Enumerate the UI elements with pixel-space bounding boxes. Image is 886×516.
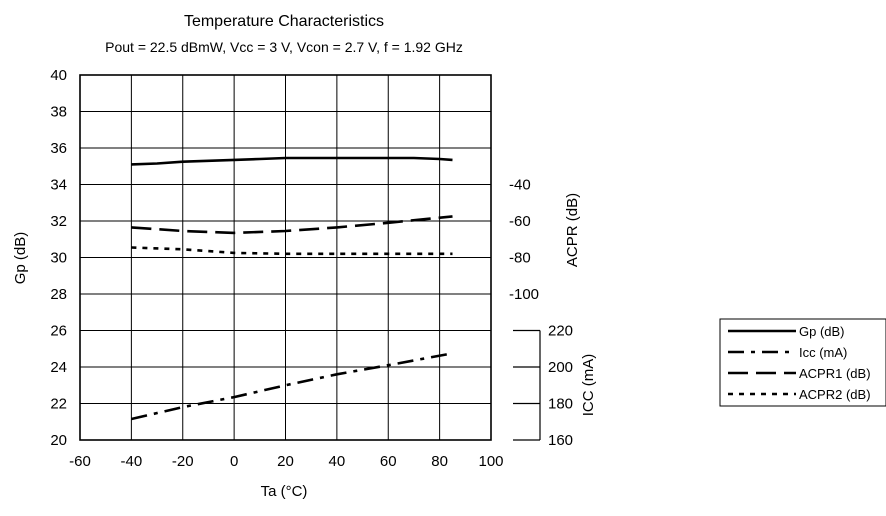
grid-lines [79,74,492,441]
y-tick-label: 40 [50,67,67,84]
y-tick-label: 38 [50,104,67,121]
y-axis-ticks: 20 22 24 26 28 30 32 34 36 38 40 [50,67,67,449]
y-tick-label: 28 [50,286,67,303]
y-tick-label: 36 [50,140,67,157]
acpr-tick-label: -60 [509,213,531,230]
y-tick-label: 22 [50,396,67,413]
icc-tick-label: 160 [548,432,573,449]
legend-label: Gp (dB) [799,324,845,339]
acpr-tick-label: -100 [509,286,539,303]
x-tick-label: 40 [329,453,346,470]
x-tick-label: -60 [69,453,91,470]
plot-frame [79,74,492,441]
series-lines [131,156,453,421]
x-tick-label: 80 [431,453,448,470]
x-tick-label: 100 [478,453,503,470]
y-tick-label: 26 [50,323,67,340]
icc-axis: 220 200 180 160 [513,323,573,449]
acpr-axis-ticks: -40 -60 -80 -100 [509,177,539,304]
icc-tick-label: 220 [548,323,573,340]
legend: Gp (dB) Icc (mA) ACPR1 (dB) ACPR2 (dB) [719,318,886,407]
chart-title: Temperature Characteristics [184,13,384,30]
y-tick-label: 24 [50,359,67,376]
x-tick-label: 20 [277,453,294,470]
chart-subtitle: Pout = 22.5 dBmW, Vcc = 3 V, Vcon = 2.7 … [105,39,463,55]
x-tick-label: 0 [230,453,238,470]
acpr-tick-label: -40 [509,177,531,194]
series-line-acpr1-db [131,215,453,235]
y-tick-label: 30 [50,250,67,267]
series-line-gp-db [131,156,453,166]
x-tick-label: -20 [172,453,194,470]
acpr-axis-label: ACPR (dB) [564,193,581,267]
legend-label: ACPR1 (dB) [799,366,871,381]
icc-tick-label: 200 [548,359,573,376]
legend-label: ACPR2 (dB) [799,387,871,402]
icc-axis-label: ICC (mA) [580,354,597,417]
series-line-icc-ma [131,352,453,421]
icc-tick-label: 180 [548,396,573,413]
x-tick-label: -40 [121,453,143,470]
y-tick-label: 32 [50,213,67,230]
x-tick-label: 60 [380,453,397,470]
legend-box [719,318,886,407]
y-tick-label: 34 [50,177,67,194]
acpr-tick-label: -80 [509,250,531,267]
x-axis-ticks: -60 -40 -20 0 20 40 60 80 100 [69,453,503,470]
series-line-acpr2-db [131,246,453,256]
legend-label: Icc (mA) [799,345,847,360]
y-axis-label: Gp (dB) [12,232,29,285]
y-tick-label: 20 [50,432,67,449]
x-axis-label: Ta (°C) [261,483,308,500]
